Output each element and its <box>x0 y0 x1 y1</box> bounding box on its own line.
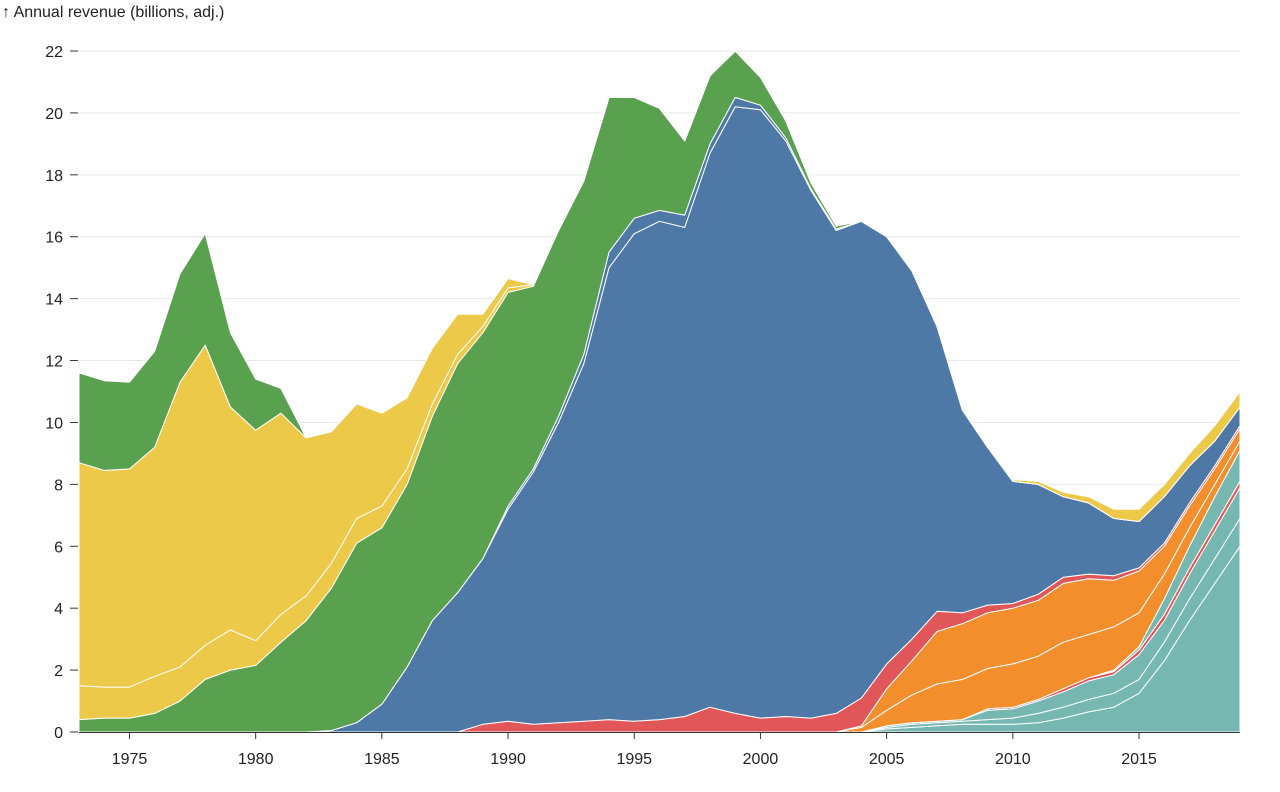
y-tick-label: 20 <box>45 106 63 123</box>
x-tick-label: 2000 <box>743 751 779 768</box>
y-axis-title: ↑ Annual revenue (billions, adj.) <box>2 4 225 21</box>
y-tick-label: 2 <box>54 663 63 680</box>
y-tick-label: 16 <box>45 230 63 247</box>
x-tick-label: 1975 <box>112 751 148 768</box>
x-tick-label: 1990 <box>490 751 526 768</box>
x-tick-label: 2015 <box>1121 751 1157 768</box>
x-tick-label: 1980 <box>238 751 274 768</box>
y-tick-label: 6 <box>54 539 63 556</box>
y-axis: 0 2 4 6 8 10 12 14 16 18 20 22 <box>45 44 78 742</box>
x-tick-label: 1985 <box>364 751 400 768</box>
y-tick-label: 14 <box>45 292 63 309</box>
y-tick-label: 0 <box>54 725 63 742</box>
area-tape-13 <box>78 50 1241 510</box>
x-axis: 1975 1980 1985 1990 1995 2000 2005 2010 2015 <box>79 732 1240 768</box>
y-tick-label: 10 <box>45 415 63 432</box>
y-tick-label: 22 <box>45 44 63 61</box>
x-tick-label: 1995 <box>616 751 652 768</box>
y-tick-label: 18 <box>45 168 63 185</box>
y-tick-label: 12 <box>45 354 63 371</box>
x-tick-label: 2005 <box>869 751 905 768</box>
areas <box>78 50 1241 733</box>
y-tick-label: 8 <box>54 477 63 494</box>
x-tick-label: 2010 <box>995 751 1031 768</box>
y-tick-label: 4 <box>54 601 63 618</box>
